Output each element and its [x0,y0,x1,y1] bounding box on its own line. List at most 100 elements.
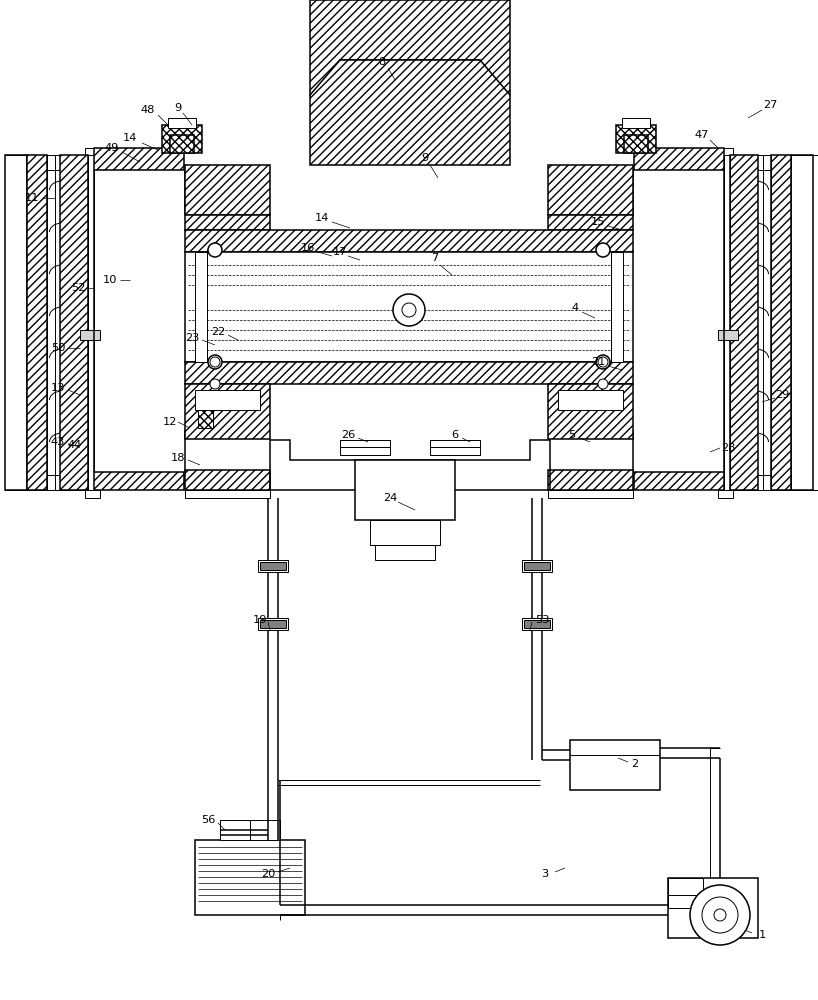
Bar [260,562,286,570]
Bar [524,562,550,570]
Circle shape [714,909,726,921]
Bar [170,135,194,153]
Bar [634,148,724,170]
Bar [548,165,633,215]
Bar [80,330,100,340]
Text: 6: 6 [452,430,459,440]
Text: 21: 21 [591,357,605,367]
Text: 14: 14 [123,133,137,143]
Text: 53: 53 [535,615,549,625]
Circle shape [208,243,222,257]
Text: 14: 14 [315,213,329,223]
Text: 56: 56 [200,815,215,825]
Bar [185,384,270,439]
Bar [198,410,213,428]
Bar [185,362,633,384]
Bar [195,840,305,915]
Text: 50: 50 [51,343,65,353]
Bar [94,472,184,490]
Bar [60,155,88,490]
Text: 4: 4 [572,303,578,313]
Bar [771,155,791,490]
Bar [548,490,633,498]
Bar [522,560,552,572]
Polygon shape [310,60,510,165]
Circle shape [598,379,608,389]
Text: 26: 26 [341,430,355,440]
Polygon shape [270,440,550,490]
Text: 49: 49 [105,143,119,153]
Bar [5,155,27,490]
Text: 20: 20 [261,869,275,879]
Bar [185,470,270,490]
Text: 22: 22 [211,327,225,337]
Bar [185,230,633,252]
Bar [370,520,440,545]
Text: 5: 5 [569,430,576,440]
Text: 47: 47 [694,130,709,140]
Circle shape [702,897,738,933]
Bar [730,155,758,490]
Text: 48: 48 [141,105,155,115]
Bar [622,118,650,128]
Text: 13: 13 [51,383,65,393]
Text: 27: 27 [763,100,777,110]
Polygon shape [310,0,510,95]
Bar [195,252,207,362]
Polygon shape [718,148,818,170]
Bar [634,472,724,490]
Bar [668,878,758,938]
Bar [27,155,47,490]
Bar [258,560,288,572]
Text: 16: 16 [301,243,315,253]
Circle shape [598,357,608,367]
Bar [260,620,286,628]
Bar [548,384,633,439]
Bar [195,390,260,410]
Text: 1: 1 [758,930,766,940]
Bar [616,125,656,153]
Polygon shape [718,475,818,498]
Bar [558,390,623,410]
Bar [718,330,738,340]
Bar [624,135,648,153]
Text: 7: 7 [431,253,438,263]
Bar [375,545,435,560]
Circle shape [402,303,416,317]
Circle shape [210,379,220,389]
Circle shape [393,294,425,326]
Bar [185,215,270,230]
Bar [185,165,270,215]
Text: 23: 23 [185,333,200,343]
Bar [94,148,184,170]
Bar [668,878,703,908]
Polygon shape [5,148,100,170]
Circle shape [210,357,220,367]
Bar [430,440,480,455]
Text: 19: 19 [253,615,267,625]
Text: 9: 9 [174,103,182,113]
Text: 10: 10 [103,275,117,285]
Text: 15: 15 [591,217,605,227]
Bar [570,740,660,790]
Bar [355,460,455,520]
Bar [220,820,280,840]
Bar [548,470,633,490]
Circle shape [596,243,610,257]
Text: 28: 28 [721,443,735,453]
Bar [340,440,390,455]
Bar [524,620,550,628]
Bar [791,155,813,490]
Bar [258,618,288,630]
Circle shape [596,355,610,369]
Text: 12: 12 [163,417,178,427]
Circle shape [208,355,222,369]
Circle shape [690,885,750,945]
Text: 29: 29 [775,390,789,400]
Bar [522,618,552,630]
Bar [162,125,202,153]
Bar [185,252,633,362]
Text: 3: 3 [542,869,549,879]
Text: 8: 8 [379,57,385,67]
Text: 2: 2 [631,759,639,769]
